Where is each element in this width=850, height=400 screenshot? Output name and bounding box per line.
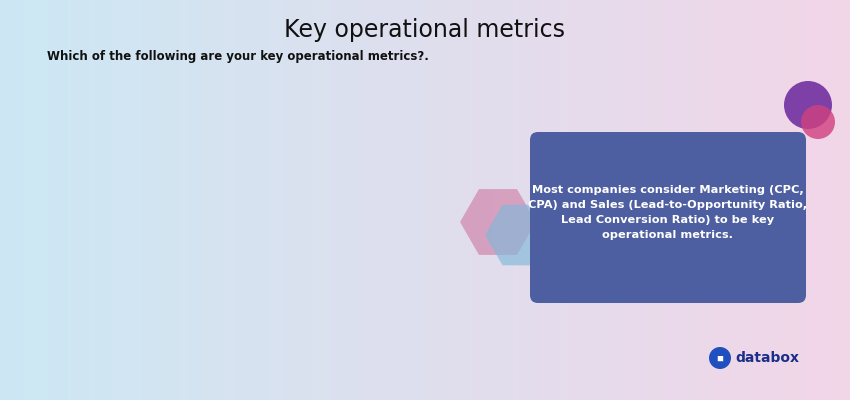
Bar xyxy=(34,166,167,185)
Text: databox: databox xyxy=(735,351,799,365)
Bar xyxy=(34,135,317,154)
Bar xyxy=(34,290,86,309)
FancyBboxPatch shape xyxy=(530,132,806,303)
Bar xyxy=(34,104,374,123)
Circle shape xyxy=(801,105,835,139)
Bar xyxy=(34,259,100,278)
Circle shape xyxy=(784,81,832,129)
Text: Key operational metrics: Key operational metrics xyxy=(285,18,565,42)
Bar xyxy=(34,197,119,216)
Text: Most companies consider Marketing (CPC,
CPA) and Sales (Lead-to-Opportunity Rati: Most companies consider Marketing (CPC, … xyxy=(529,185,808,240)
Text: ◼: ◼ xyxy=(717,354,723,362)
Circle shape xyxy=(709,347,731,369)
Text: Which of the following are your key operational metrics?.: Which of the following are your key oper… xyxy=(47,50,428,63)
Bar xyxy=(34,321,62,340)
Bar xyxy=(34,228,114,247)
